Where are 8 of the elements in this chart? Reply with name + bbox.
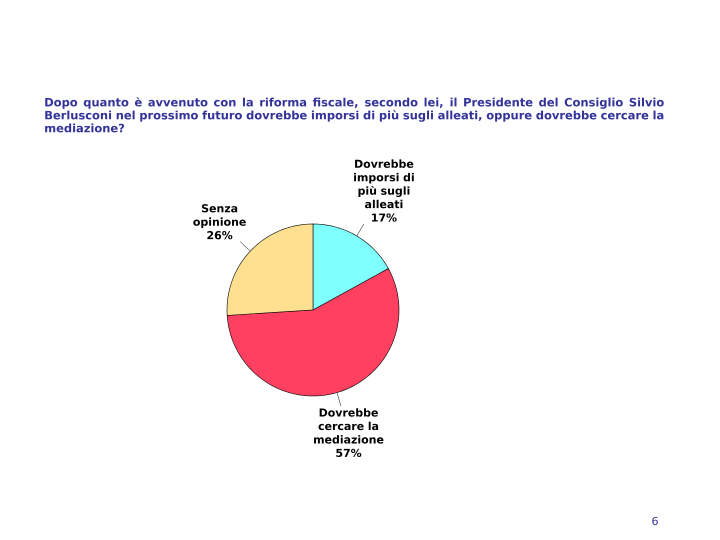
slice-label: Dovrebbe imporsi di più sugli alleati [354,159,414,208]
data-label: 26% [207,231,232,240]
chart-title: Dopo quanto è avvenuto con la riforma fiscale, secondo lei, il Presidente del Consiglio Silvio Berlusconi nel prossimo futuro dovrebbe imporsi di più sugli alleati, oppure dovrebbe cercare la mediazione? [45,97,664,132]
slice-label: Senza opinione [193,204,246,228]
text: 6 [652,516,658,526]
data-label: 17% [372,213,397,222]
data-label: 57% [336,448,362,458]
slice-label: Dovrebbe cercare la mediazione [314,408,384,444]
